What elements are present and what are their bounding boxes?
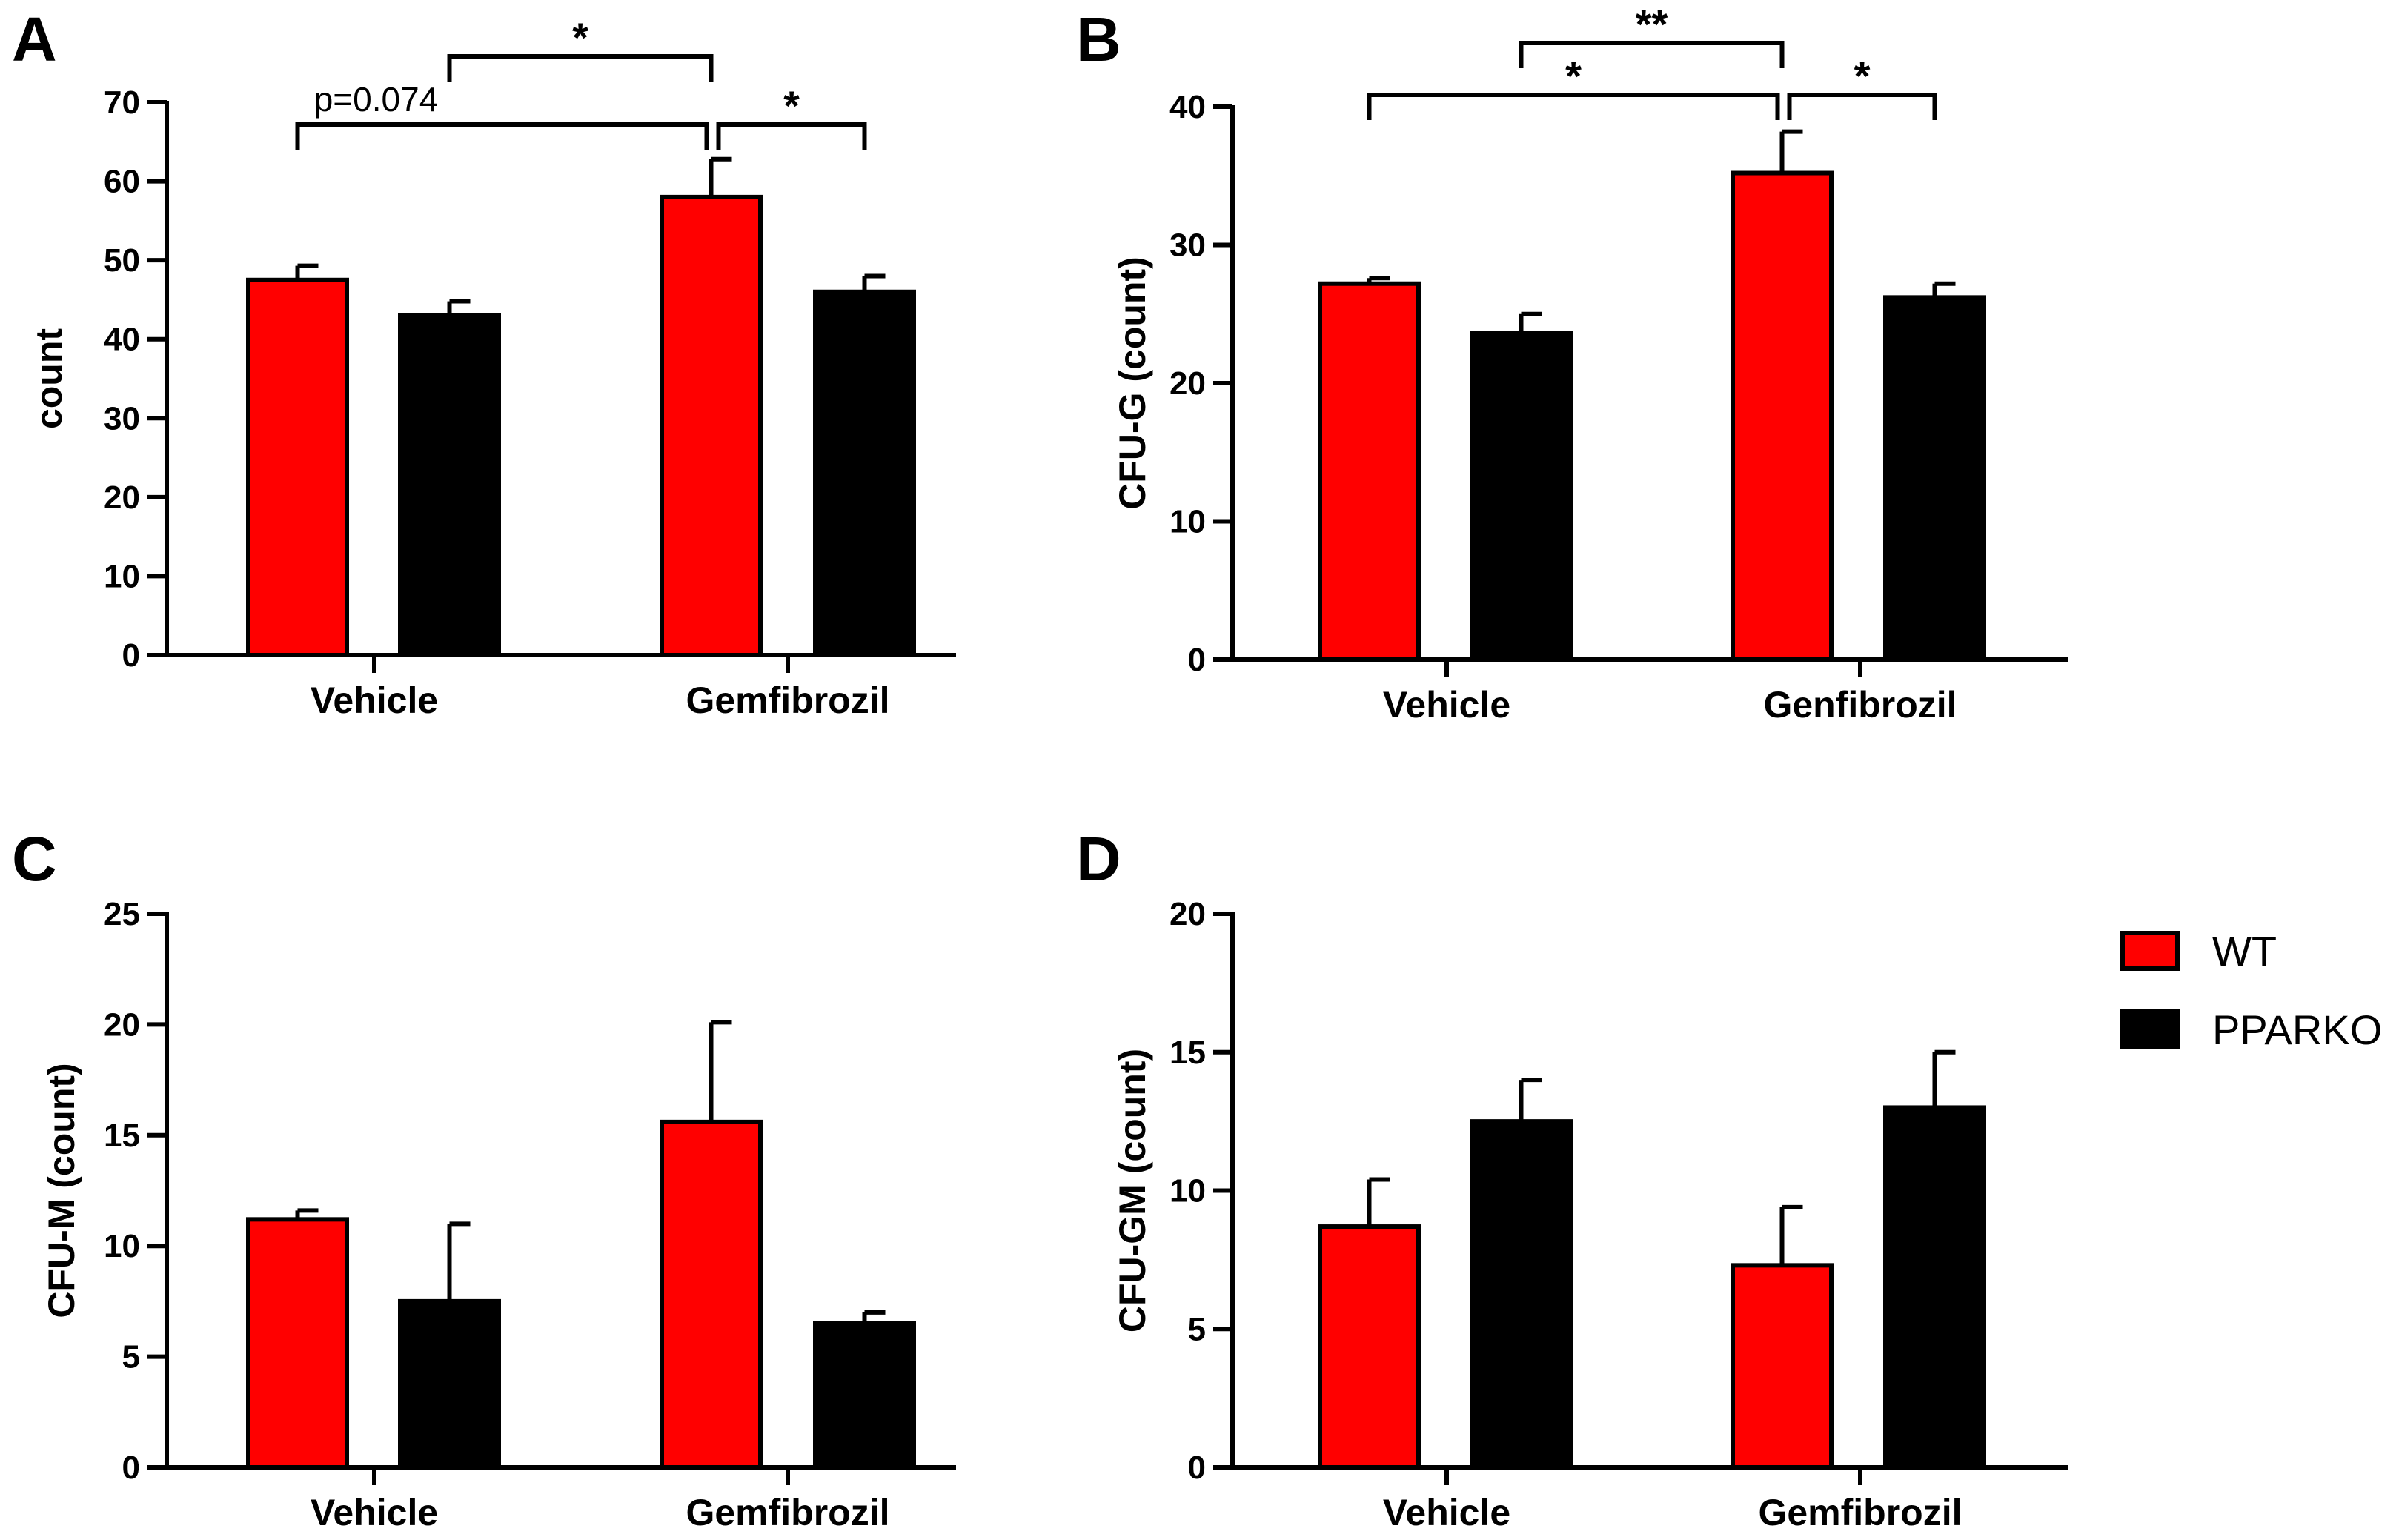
significance-bracket xyxy=(447,54,714,82)
y-axis-title: CFU-G (count) xyxy=(1112,256,1153,510)
bar-pparko xyxy=(1883,1105,1986,1470)
panel-letter: B xyxy=(1076,4,1121,74)
bar-pparko xyxy=(1883,295,1986,662)
significance-label: * xyxy=(1854,53,1871,99)
bar-pparko xyxy=(813,1321,916,1470)
y-tick-label: 0 xyxy=(1188,1450,1206,1486)
x-category-label: Genfibrozil xyxy=(1763,684,1957,726)
y-tick-label: 20 xyxy=(1169,365,1206,402)
x-category-label: Gemfibrozil xyxy=(686,1492,889,1533)
x-category-label: Vehicle xyxy=(1383,684,1510,726)
y-tick-label: 10 xyxy=(1169,1173,1206,1209)
significance-label: * xyxy=(572,14,588,61)
y-tick-label: 5 xyxy=(122,1339,140,1375)
y-tick-label: 10 xyxy=(104,558,140,594)
bar-pparko xyxy=(398,313,501,657)
y-axis-title: CFU-M (count) xyxy=(41,1063,82,1318)
bar-pparko xyxy=(813,289,916,657)
panel-b: B 0 10 20 30 40 CFU-G (count) Vehicle Genfibrozi… xyxy=(1076,1,2068,726)
significance-bracket xyxy=(1519,41,1785,68)
panel-letter: D xyxy=(1076,824,1121,894)
bar-wt xyxy=(660,194,763,657)
legend-label: WT xyxy=(2212,928,2277,975)
y-axis-title: CFU-GM (count) xyxy=(1112,1049,1153,1332)
bar-wt xyxy=(246,1217,349,1470)
legend-swatch-wt xyxy=(2120,931,2180,971)
y-tick-label: 25 xyxy=(104,896,140,932)
significance-bracket xyxy=(1787,93,1937,120)
y-tick-label: 0 xyxy=(122,637,140,674)
bar-wt xyxy=(1731,1263,1834,1470)
panel-letter: C xyxy=(12,824,57,894)
x-category-label: Gemfibrozil xyxy=(1758,1492,1962,1533)
bar-wt xyxy=(1731,170,1834,662)
x-category-label: Vehicle xyxy=(1383,1492,1510,1533)
y-tick-label: 10 xyxy=(1169,504,1206,540)
y-axis-title: count xyxy=(28,328,70,429)
y-tick-label: 15 xyxy=(104,1118,140,1154)
legend-label: PPARKO xyxy=(2212,1006,2382,1053)
panel-c: C 0 5 10 15 20 25 CFU-M (count) Vehicle Gemfibroz… xyxy=(12,824,956,1533)
y-tick-label: 70 xyxy=(104,84,140,121)
y-tick-label: 20 xyxy=(104,1006,140,1043)
y-tick-label: 40 xyxy=(1169,89,1206,125)
panel-d: D 0 5 10 15 20 CFU-GM (count) Vehicle Gemfibrozi… xyxy=(1076,824,2068,1533)
significance-label: p=0.074 xyxy=(314,80,439,119)
bar-pparko xyxy=(1470,1119,1573,1470)
significance-bracket xyxy=(716,122,867,150)
y-tick-label: 0 xyxy=(1188,642,1206,678)
legend: WT PPARKO xyxy=(2120,928,2382,1053)
panel-letter: A xyxy=(12,4,57,74)
y-tick-label: 30 xyxy=(1169,228,1206,264)
y-tick-label: 0 xyxy=(122,1450,140,1486)
x-category-label: Vehicle xyxy=(311,1492,438,1533)
y-tick-label: 30 xyxy=(104,400,140,437)
bar-wt xyxy=(1318,281,1421,662)
y-tick-label: 20 xyxy=(104,479,140,516)
bar-pparko xyxy=(1470,331,1573,662)
y-tick-label: 50 xyxy=(104,242,140,279)
y-tick-label: 5 xyxy=(1188,1311,1206,1347)
significance-label: ** xyxy=(1636,1,1668,47)
x-category-label: Vehicle xyxy=(311,680,438,721)
significance-bracket xyxy=(1367,93,1780,120)
y-tick-label: 15 xyxy=(1169,1035,1206,1071)
x-category-label: Gemfibrozil xyxy=(686,680,889,721)
bar-wt xyxy=(246,277,349,657)
significance-label: * xyxy=(783,82,800,129)
bar-wt xyxy=(660,1119,763,1470)
y-tick-label: 40 xyxy=(104,322,140,358)
legend-swatch-pparko xyxy=(2120,1009,2180,1049)
panel-a: A 0 10 20 30 40 50 60 70 count Vehicle Gemfibrozil p… xyxy=(12,4,956,721)
y-tick-label: 10 xyxy=(104,1228,140,1264)
y-tick-label: 20 xyxy=(1169,896,1206,932)
significance-bracket xyxy=(295,122,709,150)
bar-pparko xyxy=(398,1298,501,1470)
bar-wt xyxy=(1318,1224,1421,1470)
significance-label: * xyxy=(1565,53,1582,99)
y-tick-label: 60 xyxy=(104,164,140,200)
